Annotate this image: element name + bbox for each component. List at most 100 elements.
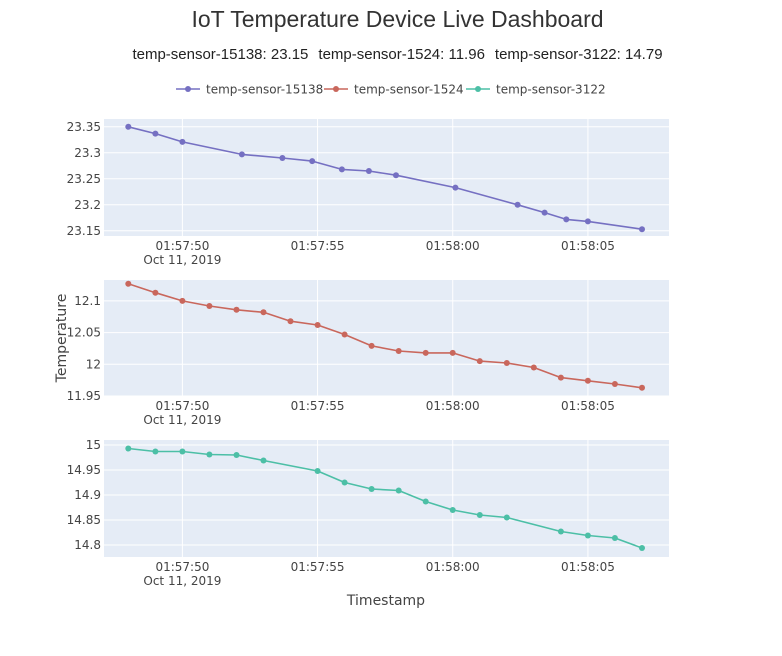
- legend-label: temp-sensor-15138: [206, 83, 323, 97]
- data-point: [514, 201, 521, 208]
- x-date-label: Oct 11, 2019: [143, 253, 221, 267]
- data-point: [368, 342, 375, 349]
- data-point: [368, 486, 375, 492]
- series-line: [128, 283, 643, 389]
- legend-marker: [185, 86, 191, 92]
- data-point: [584, 377, 591, 384]
- data-point: [125, 280, 132, 287]
- y-tick-label: 23.3: [74, 146, 101, 160]
- x-tick-label: 01:58:00: [426, 399, 480, 413]
- data-point: [476, 358, 483, 365]
- data-point: [503, 514, 510, 521]
- y-tick-label: 11.95: [67, 389, 101, 403]
- data-point: [341, 479, 348, 486]
- data-point: [233, 452, 240, 458]
- data-point: [314, 468, 321, 474]
- x-tick-label: 01:58:05: [561, 560, 615, 574]
- data-point: [530, 364, 537, 371]
- reading-sensor-name: temp-sensor-3122: [494, 46, 617, 63]
- series-line: [128, 447, 643, 549]
- x-date-label: Oct 11, 2019: [143, 413, 221, 427]
- legend-label: temp-sensor-1524: [354, 83, 464, 97]
- data-point: [179, 138, 186, 145]
- reading-sensor-name: temp-sensor-15138: [132, 46, 263, 63]
- data-point: [152, 448, 159, 455]
- x-tick-label: 01:58:00: [426, 239, 480, 253]
- dashboard-title: IoT Temperature Device Live Dashboard: [191, 6, 604, 32]
- legend-label: temp-sensor-3122: [496, 83, 606, 97]
- reading-value: 23.15: [270, 46, 309, 63]
- data-point: [541, 209, 548, 216]
- data-point: [152, 130, 159, 137]
- x-tick-label: 01:57:50: [155, 399, 209, 413]
- x-tick-label: 01:57:55: [291, 239, 345, 253]
- data-point: [125, 445, 132, 452]
- data-point: [314, 322, 321, 328]
- x-tick-label: 01:58:05: [561, 399, 615, 413]
- data-point: [125, 123, 132, 130]
- x-date-label: Oct 11, 2019: [143, 574, 221, 588]
- data-point: [260, 457, 267, 464]
- y-tick-label: 15: [86, 438, 101, 452]
- data-point: [206, 303, 213, 309]
- data-point: [341, 331, 348, 338]
- data-point: [238, 151, 245, 158]
- reading-value: 14.79: [625, 46, 663, 63]
- data-point: [476, 512, 483, 518]
- data-point: [639, 384, 645, 391]
- data-point: [639, 226, 645, 233]
- data-point: [503, 360, 510, 366]
- plot-area: [104, 440, 669, 557]
- y-tick-label: 14.95: [67, 463, 101, 477]
- data-point: [309, 158, 316, 165]
- data-point: [611, 535, 618, 541]
- x-tick-label: 01:57:50: [155, 560, 209, 574]
- y-tick-label: 23.15: [67, 224, 101, 238]
- data-point: [557, 374, 564, 381]
- y-tick-label: 12.1: [74, 294, 101, 308]
- data-point: [206, 451, 213, 458]
- x-tick-label: 01:57:55: [291, 399, 345, 413]
- y-tick-label: 23.2: [74, 198, 101, 212]
- data-point: [422, 349, 429, 356]
- y-tick-label: 23.35: [67, 120, 101, 134]
- data-point: [279, 155, 286, 161]
- x-tick-label: 01:57:55: [291, 560, 345, 574]
- x-axis-title: Timestamp: [346, 593, 425, 609]
- reading-value: 11.96: [448, 46, 485, 63]
- data-point: [152, 289, 159, 296]
- reading-sensor-name: temp-sensor-1524: [318, 46, 441, 63]
- legend-marker: [475, 86, 481, 92]
- data-point: [395, 348, 402, 354]
- data-point: [611, 381, 618, 387]
- data-point: [179, 448, 186, 455]
- data-point: [452, 184, 459, 191]
- data-point: [449, 349, 456, 356]
- data-point: [395, 487, 402, 494]
- y-tick-label: 14.9: [74, 488, 101, 502]
- data-point: [393, 172, 399, 179]
- data-point: [449, 507, 456, 513]
- y-tick-label: 14.85: [67, 513, 101, 527]
- data-point: [422, 498, 429, 505]
- y-tick-label: 12.05: [67, 326, 101, 340]
- data-point: [584, 532, 591, 539]
- y-tick-label: 23.25: [67, 172, 101, 186]
- y-axis-title: Temperature: [54, 294, 70, 384]
- data-point: [584, 218, 591, 225]
- legend-marker: [333, 86, 339, 92]
- y-tick-label: 12: [86, 357, 101, 371]
- data-point: [287, 318, 294, 325]
- latest-readings: temp-sensor-15138: 23.15 temp-sensor-1524…: [132, 46, 663, 63]
- plot-area: [104, 119, 669, 236]
- data-point: [365, 168, 372, 174]
- x-tick-label: 01:58:05: [561, 239, 615, 253]
- y-tick-label: 14.8: [74, 538, 101, 552]
- data-point: [233, 306, 240, 313]
- plot-area: [104, 280, 669, 396]
- data-point: [563, 216, 570, 223]
- data-point: [260, 309, 267, 316]
- x-tick-label: 01:58:00: [426, 560, 480, 574]
- data-point: [639, 545, 645, 551]
